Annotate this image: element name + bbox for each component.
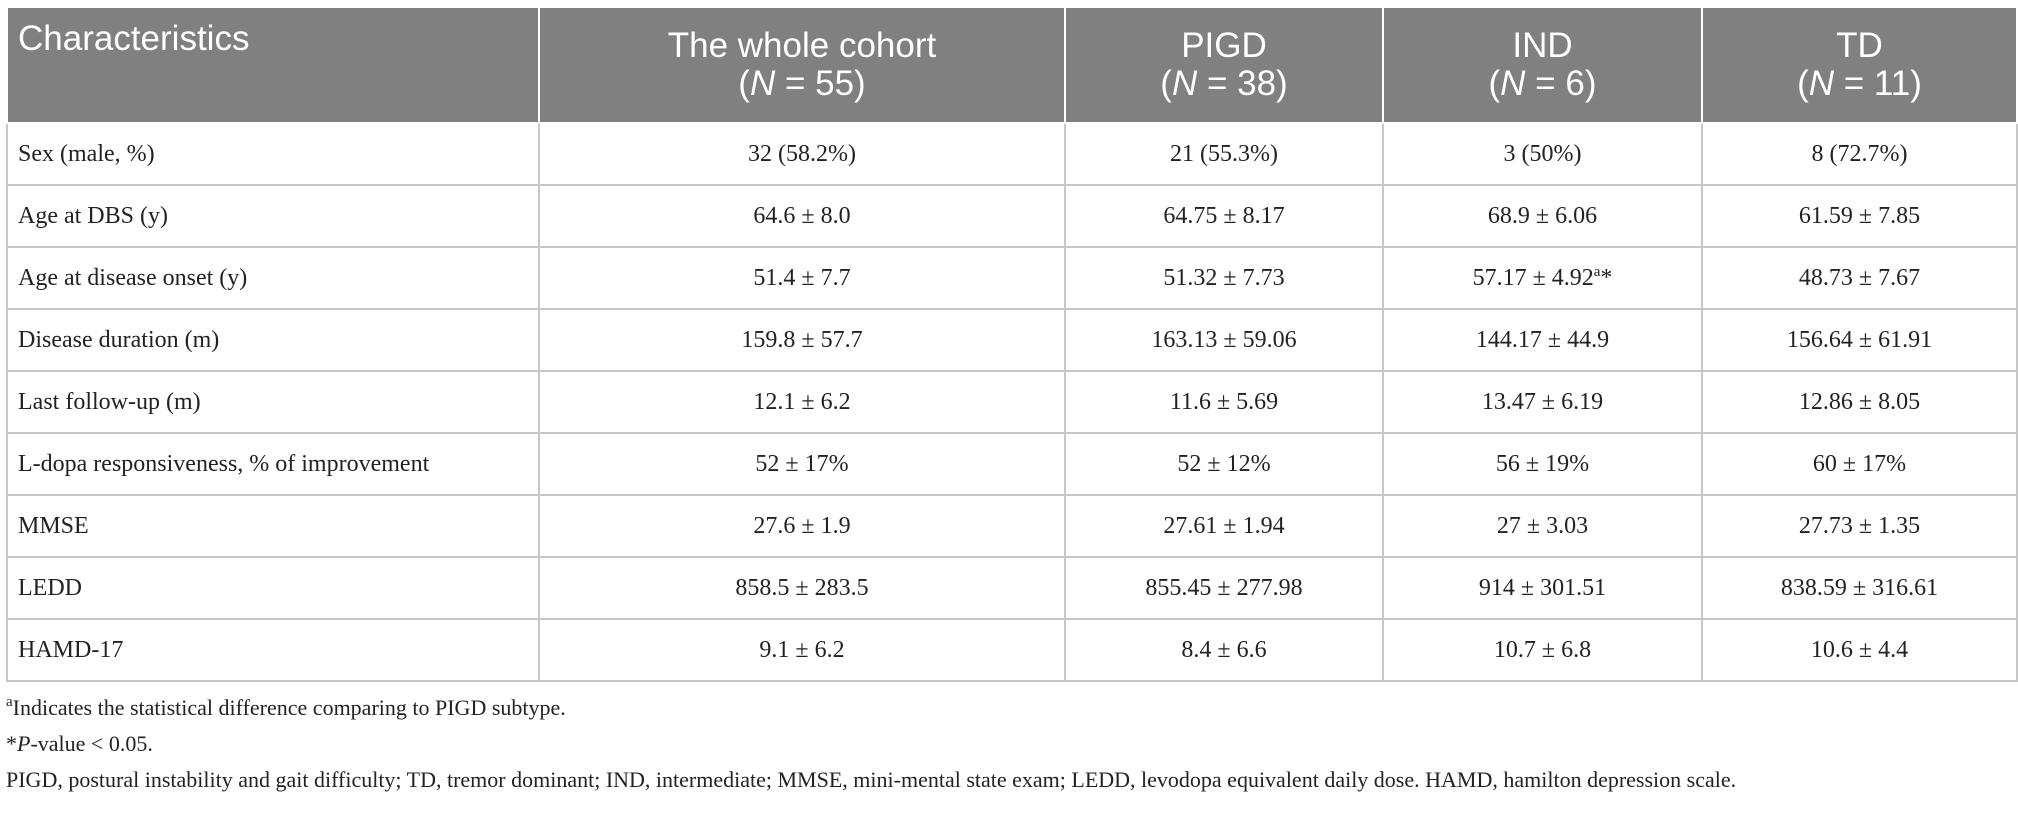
footnote-marker: a	[1593, 263, 1601, 280]
cell-td: 48.73 ± 7.67	[1701, 246, 2018, 310]
header-label: Characteristics	[18, 19, 250, 58]
header-n-value: = 6	[1525, 64, 1585, 103]
cell-pigd: 163.13 ± 59.06	[1064, 308, 1384, 372]
cell-whole-cohort: 12.1 ± 6.2	[538, 370, 1066, 434]
cell-ind: 57.17 ± 4.92a*	[1382, 246, 1703, 310]
cell-td: 156.64 ± 61.91	[1701, 308, 2018, 372]
row-label: L-dopa responsiveness, % of improvement	[6, 432, 540, 496]
cell-whole-cohort: 64.6 ± 8.0	[538, 184, 1066, 248]
characteristics-table: Characteristics The whole cohort (N = 55…	[6, 6, 2018, 682]
table-row-sex: Sex (male, %) 32 (58.2%) 21 (55.3%) 3 (5…	[6, 122, 2018, 186]
table-row-age-at-dbs: Age at DBS (y) 64.6 ± 8.0 64.75 ± 8.17 6…	[6, 184, 2018, 248]
header-n: (N = 11)	[1797, 64, 1922, 103]
cell-ind: 914 ± 301.51	[1382, 556, 1703, 620]
cell-value: 57.17 ± 4.92	[1472, 264, 1594, 291]
footnote-star-marker: *	[6, 731, 17, 756]
cell-ind: 56 ± 19%	[1382, 432, 1703, 496]
cell-ind: 13.47 ± 6.19	[1382, 370, 1703, 434]
header-label: The whole cohort	[667, 26, 937, 65]
cell-ind: 10.7 ± 6.8	[1382, 618, 1703, 682]
cell-pigd: 855.45 ± 277.98	[1064, 556, 1384, 620]
footnote-star-text: -value < 0.05.	[30, 731, 153, 756]
header-n-value: = 38	[1197, 64, 1277, 103]
header-whole-cohort: The whole cohort (N = 55)	[538, 6, 1066, 124]
cell-td: 27.73 ± 1.35	[1701, 494, 2018, 558]
header-n-symbol: N	[749, 64, 776, 103]
table-row-hamd-17: HAMD-17 9.1 ± 6.2 8.4 ± 6.6 10.7 ± 6.8 1…	[6, 618, 2018, 682]
footnote-star: *P-value < 0.05.	[6, 726, 2010, 762]
header-n-symbol: N	[1500, 64, 1526, 103]
header-label: IND	[1512, 26, 1573, 65]
header-n-value: = 11	[1834, 64, 1911, 103]
characteristics-table-container: Characteristics The whole cohort (N = 55…	[6, 6, 2018, 682]
row-label: Age at disease onset (y)	[6, 246, 540, 310]
cell-td: 8 (72.7%)	[1701, 122, 2018, 186]
row-label: Last follow-up (m)	[6, 370, 540, 434]
table-footnotes: aIndicates the statistical difference co…	[6, 690, 2010, 798]
header-n-symbol: N	[1808, 64, 1835, 103]
table-row-disease-duration: Disease duration (m) 159.8 ± 57.7 163.13…	[6, 308, 2018, 372]
cell-ind: 27 ± 3.03	[1382, 494, 1703, 558]
footnote-a: aIndicates the statistical difference co…	[6, 690, 2010, 726]
footnote-p-symbol: P	[17, 731, 31, 756]
header-n: (N = 55)	[738, 64, 866, 103]
cell-whole-cohort: 159.8 ± 57.7	[538, 308, 1066, 372]
header-label: TD	[1836, 26, 1883, 65]
cell-td: 61.59 ± 7.85	[1701, 184, 2018, 248]
cell-pigd: 27.61 ± 1.94	[1064, 494, 1384, 558]
header-label: PIGD	[1181, 26, 1267, 65]
footnote-abbreviations: PIGD, postural instability and gait diff…	[6, 767, 1737, 792]
table-header-row: Characteristics The whole cohort (N = 55…	[6, 6, 2018, 124]
row-label: LEDD	[6, 556, 540, 620]
table-row-mmse: MMSE 27.6 ± 1.9 27.61 ± 1.94 27 ± 3.03 2…	[6, 494, 2018, 558]
cell-whole-cohort: 52 ± 17%	[538, 432, 1066, 496]
cell-td: 12.86 ± 8.05	[1701, 370, 2018, 434]
table-row-last-follow-up: Last follow-up (m) 12.1 ± 6.2 11.6 ± 5.6…	[6, 370, 2018, 434]
table-row-ledd: LEDD 858.5 ± 283.5 855.45 ± 277.98 914 ±…	[6, 556, 2018, 620]
cell-td: 10.6 ± 4.4	[1701, 618, 2018, 682]
header-pigd: PIGD (N = 38)	[1064, 6, 1384, 124]
header-characteristics: Characteristics	[6, 6, 540, 124]
footnote-a-marker: a	[6, 694, 13, 710]
cell-whole-cohort: 858.5 ± 283.5	[538, 556, 1066, 620]
cell-pigd: 21 (55.3%)	[1064, 122, 1384, 186]
cell-pigd: 11.6 ± 5.69	[1064, 370, 1384, 434]
row-label: HAMD-17	[6, 618, 540, 682]
cell-ind: 68.9 ± 6.06	[1382, 184, 1703, 248]
row-label: Age at DBS (y)	[6, 184, 540, 248]
table-row-l-dopa: L-dopa responsiveness, % of improvement …	[6, 432, 2018, 496]
row-label: Sex (male, %)	[6, 122, 540, 186]
cell-pigd: 64.75 ± 8.17	[1064, 184, 1384, 248]
header-n: (N = 38)	[1160, 64, 1288, 103]
cell-whole-cohort: 9.1 ± 6.2	[538, 618, 1066, 682]
cell-whole-cohort: 51.4 ± 7.7	[538, 246, 1066, 310]
cell-whole-cohort: 32 (58.2%)	[538, 122, 1066, 186]
cell-td: 60 ± 17%	[1701, 432, 2018, 496]
header-n: (N = 6)	[1488, 64, 1597, 103]
cell-pigd: 51.32 ± 7.73	[1064, 246, 1384, 310]
cell-pigd: 8.4 ± 6.6	[1064, 618, 1384, 682]
header-n-symbol: N	[1171, 64, 1198, 103]
cell-whole-cohort: 27.6 ± 1.9	[538, 494, 1066, 558]
row-label: MMSE	[6, 494, 540, 558]
header-td: TD (N = 11)	[1701, 6, 2018, 124]
significance-marker: *	[1600, 264, 1613, 291]
row-label: Disease duration (m)	[6, 308, 540, 372]
cell-pigd: 52 ± 12%	[1064, 432, 1384, 496]
cell-td: 838.59 ± 316.61	[1701, 556, 2018, 620]
cell-ind: 3 (50%)	[1382, 122, 1703, 186]
table-row-age-at-onset: Age at disease onset (y) 51.4 ± 7.7 51.3…	[6, 246, 2018, 310]
footnote-a-text: Indicates the statistical difference com…	[12, 695, 566, 720]
cell-ind: 144.17 ± 44.9	[1382, 308, 1703, 372]
header-ind: IND (N = 6)	[1382, 6, 1703, 124]
header-n-value: = 55	[775, 64, 855, 103]
